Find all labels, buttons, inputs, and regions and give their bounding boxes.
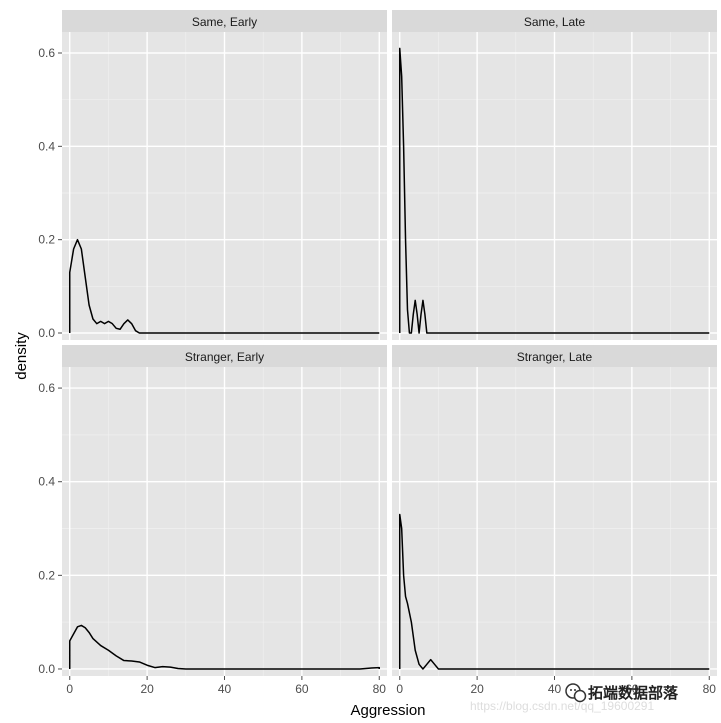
y-axis-ticks: 0.0 0.2 0.4 0.6 0.0 0.2 0.4 0.6 <box>38 46 62 676</box>
y-tick-label: 0.0 <box>38 662 55 676</box>
y-tick-label: 0.4 <box>38 475 55 489</box>
x-tick-label: 60 <box>625 682 639 696</box>
y-tick-label: 0.6 <box>38 46 55 60</box>
strip-label: Same, Early <box>192 15 257 29</box>
density-curve <box>68 238 380 334</box>
strip-background <box>392 10 717 32</box>
facet-panels: Same, Early Same, Late Stranger, Early Stra… <box>62 10 717 676</box>
strip-background <box>62 10 387 32</box>
watermark: https://blog.csdn.net/qq_19600291 拓端数据部落 <box>470 683 679 713</box>
x-tick-label: 60 <box>295 682 309 696</box>
x-tick-label: 0 <box>66 682 73 696</box>
x-axis-title: Aggression <box>350 702 425 719</box>
wechat-icon <box>565 683 587 703</box>
x-tick-label: 0 <box>396 682 403 696</box>
x-tick-label: 80 <box>703 682 717 696</box>
strip-label: Stranger, Late <box>517 350 593 364</box>
watermark-url: https://blog.csdn.net/qq_19600291 <box>470 699 654 713</box>
y-tick-label: 0.6 <box>38 381 55 395</box>
strip-background <box>392 345 717 367</box>
y-tick-label: 0.4 <box>38 139 55 153</box>
y-tick-label: 0.0 <box>38 326 55 340</box>
strip-background <box>62 345 387 367</box>
facet-panel: Stranger, Late <box>392 345 717 676</box>
facet-panel: Same, Early <box>62 10 387 340</box>
x-tick-label: 20 <box>470 682 484 696</box>
watermark-brand: 拓端数据部落 <box>588 684 679 702</box>
facet-panel: Same, Late <box>392 10 717 340</box>
y-tick-label: 0.2 <box>38 233 55 247</box>
strip-label: Same, Late <box>524 15 586 29</box>
x-axis-ticks: 0 20 40 60 80 0 20 40 60 80 <box>66 676 716 696</box>
x-tick-label: 40 <box>218 682 232 696</box>
y-tick-label: 0.2 <box>38 568 55 582</box>
density-curve <box>398 513 710 670</box>
y-axis-title: density <box>13 332 30 380</box>
facet-panel: Stranger, Early <box>62 345 387 676</box>
x-tick-label: 80 <box>373 682 387 696</box>
strip-label: Stranger, Early <box>185 350 264 364</box>
x-tick-label: 20 <box>140 682 154 696</box>
x-tick-label: 40 <box>548 682 562 696</box>
density-curve <box>398 47 710 334</box>
density-curve <box>68 624 381 670</box>
